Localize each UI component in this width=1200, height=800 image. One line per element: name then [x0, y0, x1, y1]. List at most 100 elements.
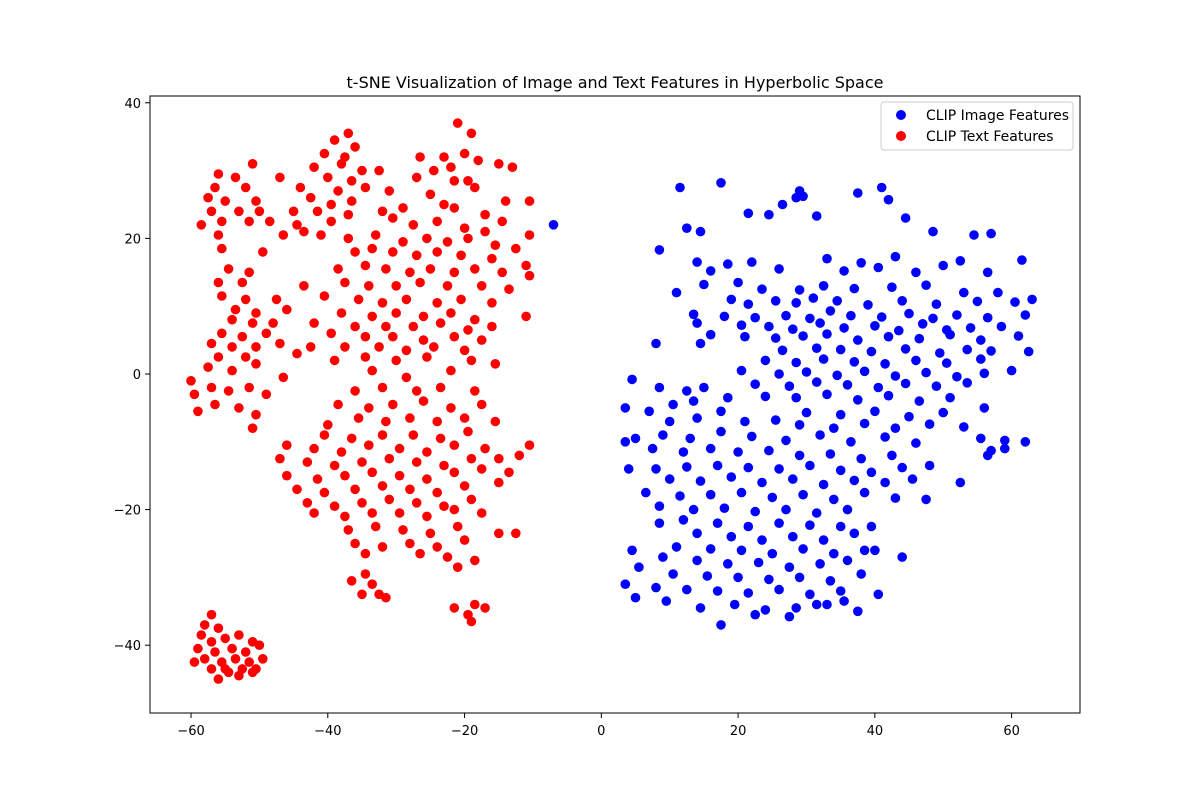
data-point: [695, 226, 706, 237]
data-point: [446, 403, 456, 413]
data-point: [770, 296, 781, 306]
data-point: [415, 152, 425, 162]
data-point: [244, 382, 254, 393]
data-point: [299, 281, 309, 291]
data-point: [282, 440, 292, 451]
data-point: [401, 372, 412, 383]
data-point: [247, 318, 258, 328]
data-point: [494, 453, 504, 464]
data-point: [914, 333, 925, 344]
data-point: [432, 487, 443, 498]
data-point: [883, 194, 894, 205]
data-point: [490, 240, 501, 250]
data-point: [900, 213, 911, 223]
data-point: [220, 196, 230, 206]
data-point: [767, 548, 778, 559]
data-point: [863, 300, 873, 310]
data-point: [377, 382, 388, 393]
data-point: [524, 270, 535, 281]
data-point: [470, 599, 480, 610]
data-point: [853, 188, 863, 198]
data-point: [323, 172, 333, 183]
data-point: [890, 251, 901, 262]
data-point: [695, 338, 706, 349]
data-point: [822, 599, 832, 610]
data-point: [747, 257, 757, 267]
data-point: [350, 321, 360, 332]
data-point: [425, 264, 436, 274]
data-point: [1020, 310, 1031, 320]
data-point: [500, 196, 511, 206]
data-point: [220, 633, 230, 644]
data-point: [805, 313, 815, 324]
data-point: [705, 443, 716, 454]
data-point: [911, 355, 921, 366]
data-point: [217, 216, 227, 227]
data-point: [422, 474, 432, 484]
data-point: [275, 172, 285, 183]
data-point: [743, 299, 754, 310]
data-point: [716, 178, 726, 188]
data-point: [887, 282, 897, 293]
series-image-features: [548, 178, 1037, 630]
data-point: [449, 203, 460, 213]
data-point: [870, 321, 880, 331]
data-point: [326, 199, 337, 210]
data-point: [388, 399, 398, 410]
data-point: [774, 264, 784, 274]
data-point: [842, 555, 853, 566]
data-point: [275, 338, 285, 349]
data-point: [1017, 255, 1027, 265]
data-point: [705, 329, 716, 340]
data-point: [234, 206, 244, 217]
data-point: [364, 281, 374, 291]
data-point: [736, 487, 747, 498]
data-point: [682, 462, 692, 472]
data-point: [849, 475, 860, 486]
x-tick-label: 60: [1003, 724, 1020, 739]
data-point: [494, 159, 504, 169]
data-point: [938, 407, 948, 418]
data-point: [391, 281, 402, 291]
data-point: [924, 419, 935, 430]
data-point: [456, 250, 466, 261]
data-point: [258, 654, 268, 664]
data-point: [856, 258, 866, 268]
data-point: [757, 284, 767, 295]
data-point: [548, 220, 559, 230]
data-point: [835, 465, 846, 476]
data-point: [329, 135, 340, 145]
data-point: [794, 450, 805, 461]
data-point: [733, 277, 743, 288]
data-point: [1023, 346, 1034, 357]
data-point: [904, 411, 914, 422]
data-point: [723, 559, 733, 569]
data-point: [945, 392, 955, 403]
data-point: [432, 416, 443, 427]
data-point: [805, 520, 815, 530]
data-point: [829, 548, 839, 559]
data-point: [853, 606, 863, 617]
data-point: [688, 309, 699, 320]
data-point: [668, 399, 678, 410]
data-point: [449, 267, 460, 278]
data-point: [251, 308, 261, 318]
data-point: [487, 298, 497, 308]
data-point: [244, 216, 254, 227]
data-point: [654, 518, 665, 528]
data-point: [880, 432, 890, 442]
data-point: [459, 223, 470, 233]
data-point: [449, 331, 460, 342]
data-point: [377, 430, 388, 440]
data-point: [302, 498, 313, 508]
data-point: [753, 557, 764, 568]
data-point: [870, 545, 880, 556]
data-point: [784, 381, 795, 392]
chart-title: t-SNE Visualization of Image and Text Fe…: [347, 73, 884, 92]
data-point: [504, 467, 514, 478]
data-point: [459, 413, 470, 423]
data-point: [880, 359, 890, 369]
data-point: [292, 484, 302, 495]
data-point: [682, 223, 692, 233]
data-point: [381, 264, 391, 274]
